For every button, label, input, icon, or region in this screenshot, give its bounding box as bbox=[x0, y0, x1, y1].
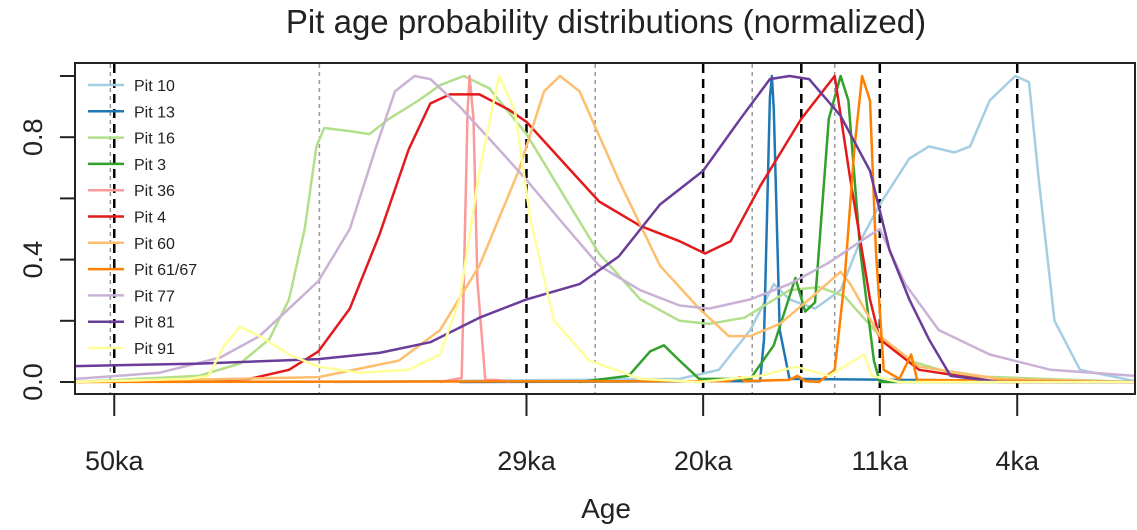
y-tick-label: 0.0 bbox=[18, 363, 48, 401]
series-line-pit-60 bbox=[74, 74, 1136, 384]
legend-label: Pit 10 bbox=[134, 78, 175, 95]
series-line-pit-3 bbox=[579, 74, 1135, 384]
legend-label: Pit 77 bbox=[134, 288, 175, 305]
legend-label: Pit 36 bbox=[134, 183, 175, 200]
series-line-pit-10 bbox=[334, 74, 1136, 384]
legend-label: Pit 13 bbox=[134, 104, 175, 121]
legend: Pit 10 Pit 13 Pit 16 Pit 3 Pit 36 Pit 4 Pit 60… bbox=[88, 78, 197, 358]
legend-label: Pit 16 bbox=[134, 131, 175, 148]
series-line-pit-13 bbox=[459, 74, 1136, 384]
x-tick-label: 4ka bbox=[995, 446, 1040, 476]
y-tick-label: 0.8 bbox=[18, 118, 48, 156]
x-tick-label: 29ka bbox=[497, 446, 557, 476]
x-tick-label: 11ka bbox=[852, 446, 910, 476]
legend-label: Pit 81 bbox=[134, 315, 175, 332]
legend-label: Pit 61/67 bbox=[134, 262, 197, 279]
legend-label: Pit 91 bbox=[134, 341, 175, 358]
series-line-pit-91 bbox=[74, 74, 1135, 384]
legend-label: Pit 60 bbox=[134, 236, 175, 253]
x-tick-label: 20ka bbox=[674, 446, 734, 476]
legend-label: Pit 3 bbox=[134, 157, 166, 174]
series-line-pit-4 bbox=[74, 74, 1135, 384]
series-line-pit-81 bbox=[74, 74, 1135, 384]
legend-label: Pit 4 bbox=[134, 210, 166, 227]
chart-title: Pit age probability distributions (norma… bbox=[286, 3, 926, 40]
x-axis-label: Age bbox=[581, 493, 631, 524]
x-tick-label: 50ka bbox=[85, 446, 145, 476]
series-line-pit-16 bbox=[74, 74, 1136, 384]
series-line-pit-61-67 bbox=[74, 74, 1136, 384]
series-line-pit-36 bbox=[439, 74, 510, 384]
y-tick-label: 0.4 bbox=[18, 241, 48, 279]
plot-frame bbox=[74, 62, 1136, 395]
